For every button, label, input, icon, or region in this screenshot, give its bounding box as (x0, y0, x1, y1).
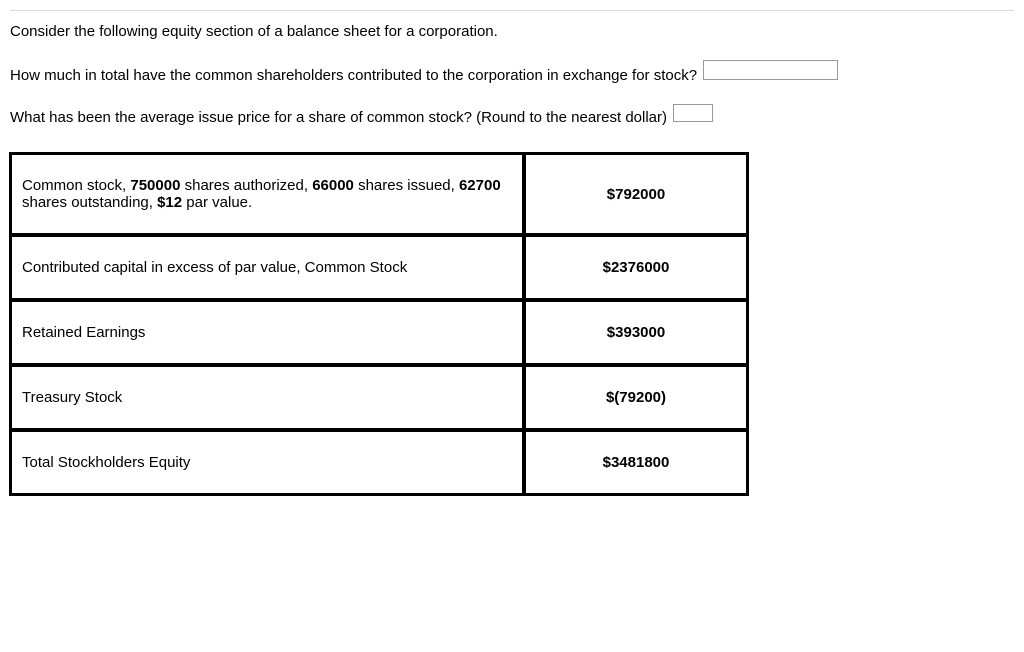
equity-row-label: Retained Earnings (10, 300, 524, 365)
question-1-line: How much in total have the common shareh… (10, 60, 1014, 86)
intro-text: Consider the following equity section of… (10, 21, 1014, 42)
top-divider (10, 10, 1014, 11)
equity-row-value: $(79200) (524, 365, 748, 430)
table-row: Common stock, 750000 shares authorized, … (10, 153, 748, 235)
equity-row-value: $2376000 (524, 235, 748, 300)
table-row: Total Stockholders Equity $3481800 (10, 430, 748, 495)
equity-row-label: Contributed capital in excess of par val… (10, 235, 524, 300)
table-row: Contributed capital in excess of par val… (10, 235, 748, 300)
table-row: Treasury Stock $(79200) (10, 365, 748, 430)
question-2-text: What has been the average issue price fo… (10, 109, 667, 126)
table-row: Retained Earnings $393000 (10, 300, 748, 365)
answer-input-avg-issue-price[interactable] (673, 104, 713, 122)
question-2-line: What has been the average issue price fo… (10, 104, 1014, 128)
question-1-text: How much in total have the common shareh… (10, 67, 697, 84)
equity-table: Common stock, 750000 shares authorized, … (10, 153, 748, 495)
answer-input-total-contributed[interactable] (703, 60, 838, 80)
equity-row-value: $3481800 (524, 430, 748, 495)
equity-row-label: Treasury Stock (10, 365, 524, 430)
equity-row-label: Common stock, 750000 shares authorized, … (10, 153, 524, 235)
equity-row-value: $792000 (524, 153, 748, 235)
equity-row-value: $393000 (524, 300, 748, 365)
equity-row-label: Total Stockholders Equity (10, 430, 524, 495)
